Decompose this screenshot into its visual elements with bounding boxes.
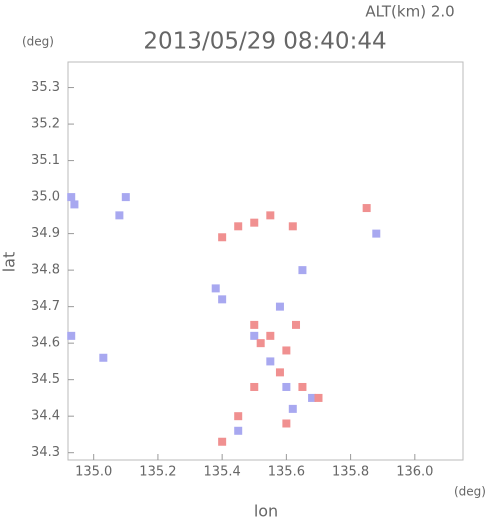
y-tick-label: 35.0	[31, 190, 60, 205]
altitude-label: ALT(km) 2.0	[365, 3, 454, 21]
x-tick-label: 135.0	[75, 465, 112, 480]
echo-point	[250, 218, 259, 227]
echo-point	[234, 412, 243, 421]
x-tick-label: 135.2	[139, 465, 176, 480]
echo-point	[218, 295, 227, 304]
x-tick-label: 136.0	[396, 465, 433, 480]
echo-point	[298, 382, 307, 391]
echo-point	[99, 353, 108, 362]
echo-point	[218, 437, 227, 446]
x-tick-label: 135.4	[204, 465, 241, 480]
y-tick-label: 34.9	[31, 226, 60, 241]
echo-point	[298, 266, 307, 275]
echo-point	[282, 346, 291, 355]
echo-point	[292, 320, 301, 329]
echo-point	[256, 339, 265, 348]
echo-point	[115, 211, 124, 220]
echo-point	[275, 302, 284, 311]
echo-point	[121, 193, 130, 202]
echo-point	[234, 426, 243, 435]
y-tick-label: 34.8	[31, 263, 60, 278]
y-tick-label: 34.5	[31, 372, 60, 387]
echo-point	[288, 404, 297, 413]
echo-point	[362, 204, 371, 213]
y-tick-label: 34.6	[31, 336, 60, 351]
echo-point	[266, 211, 275, 220]
echo-point	[67, 331, 76, 340]
y-unit: (deg)	[22, 35, 54, 49]
x-tick-label: 135.6	[268, 465, 305, 480]
echo-point	[282, 419, 291, 428]
echo-point	[266, 357, 275, 366]
echo-point	[211, 284, 220, 293]
echo-point	[288, 222, 297, 231]
echo-point	[67, 193, 76, 202]
x-axis-label: lon	[254, 502, 278, 521]
x-tick-label: 135.8	[332, 465, 369, 480]
echo-point	[282, 382, 291, 391]
echo-point	[308, 393, 317, 402]
x-unit: (deg)	[454, 485, 486, 499]
echo-point	[218, 233, 227, 242]
echo-point	[250, 331, 259, 340]
echo-point	[372, 229, 381, 238]
echo-point	[266, 331, 275, 340]
y-tick-label: 34.4	[31, 409, 60, 424]
y-tick-label: 35.3	[31, 80, 60, 95]
echo-point	[234, 222, 243, 231]
echo-point	[275, 368, 284, 377]
chart-title: 2013/05/29 08:40:44	[143, 29, 386, 55]
y-tick-label: 35.2	[31, 117, 60, 132]
echo-point	[70, 200, 79, 209]
y-tick-label: 34.3	[31, 445, 60, 460]
y-axis-label: lat	[0, 252, 19, 273]
y-tick-label: 35.1	[31, 153, 60, 168]
plot-frame	[67, 61, 464, 461]
y-tick-label: 34.7	[31, 299, 60, 314]
echo-point	[314, 393, 323, 402]
echo-point	[250, 382, 259, 391]
echo-point	[250, 320, 259, 329]
